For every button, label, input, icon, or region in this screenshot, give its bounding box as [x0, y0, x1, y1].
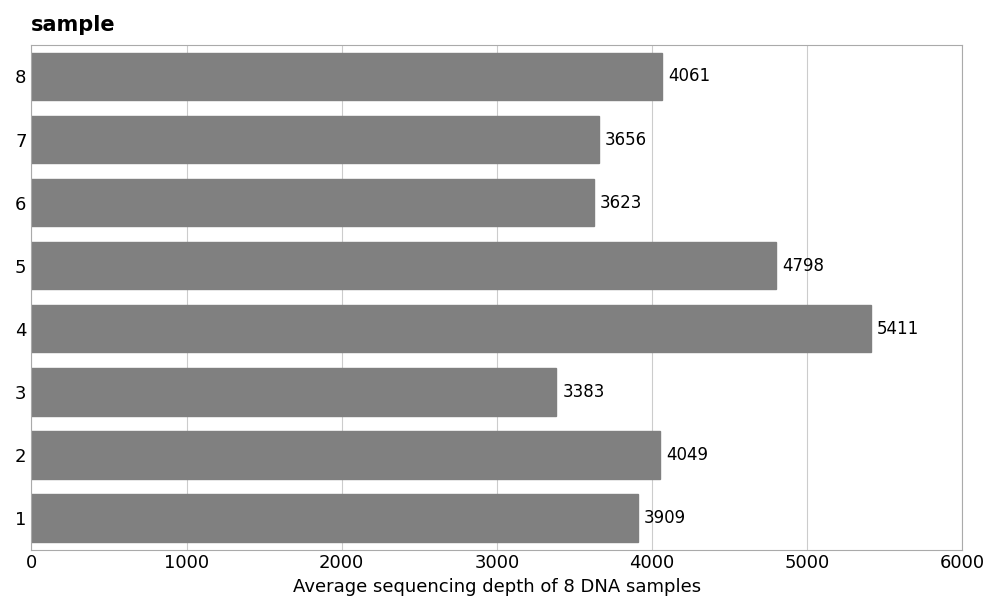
Bar — [31, 368, 556, 415]
Text: sample: sample — [31, 15, 116, 35]
Text: 5411: 5411 — [877, 320, 919, 338]
Text: 3656: 3656 — [605, 131, 647, 148]
Text: 3623: 3623 — [600, 194, 642, 211]
Bar — [31, 53, 662, 100]
Text: 3383: 3383 — [563, 383, 605, 401]
Bar — [31, 179, 594, 226]
Bar — [31, 305, 871, 353]
X-axis label: Average sequencing depth of 8 DNA samples: Average sequencing depth of 8 DNA sample… — [293, 578, 701, 596]
Text: 3909: 3909 — [644, 509, 686, 527]
Bar — [31, 242, 776, 290]
Bar — [31, 431, 660, 478]
Text: 4049: 4049 — [666, 446, 708, 464]
Bar — [31, 116, 599, 163]
Bar — [31, 494, 638, 542]
Text: 4798: 4798 — [782, 257, 824, 275]
Text: 4061: 4061 — [668, 67, 710, 86]
